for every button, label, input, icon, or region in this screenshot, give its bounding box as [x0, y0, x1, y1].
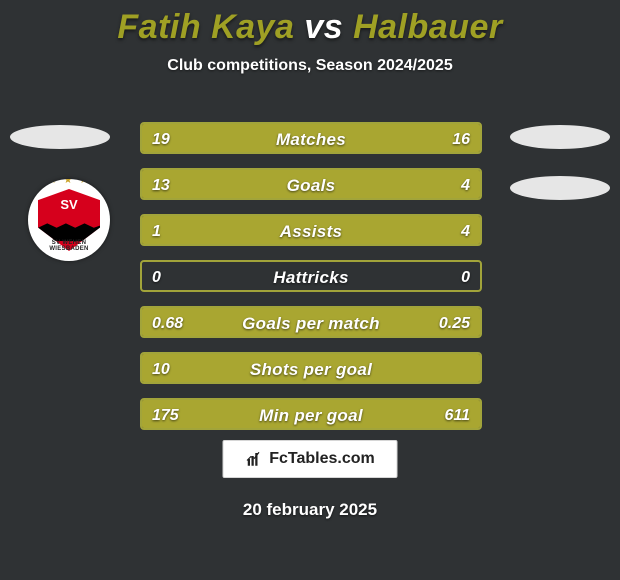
- stat-value-right: 4: [451, 216, 480, 246]
- stat-label: Assists: [142, 216, 480, 244]
- title-player2: Halbauer: [353, 8, 503, 46]
- stat-value-left: 13: [142, 170, 180, 200]
- title-player1: Fatih Kaya: [117, 8, 294, 46]
- brand-badge: FcTables.com: [223, 440, 398, 478]
- brand-text: FcTables.com: [269, 450, 375, 468]
- subtitle: Club competitions, Season 2024/2025: [0, 57, 620, 75]
- brand-chart-icon: [245, 450, 263, 468]
- stat-row: Hattricks0 0: [140, 260, 482, 292]
- stat-value-left: 1: [142, 216, 171, 246]
- player2-club-silhouette: [510, 176, 610, 200]
- crest-wave-icon: [38, 219, 100, 241]
- stat-row: Matches19 16: [140, 122, 482, 154]
- stat-row: Shots per goal10: [140, 352, 482, 384]
- stat-label: Shots per goal: [142, 354, 480, 382]
- stat-bars: Matches1916Goals134Assists14Hattricks00G…: [140, 122, 482, 444]
- stat-value-right: 0.25: [429, 308, 480, 338]
- player1-silhouette: [10, 125, 110, 149]
- stat-value-left: 19: [142, 124, 180, 154]
- stat-value-left: 10: [142, 354, 180, 384]
- title: Fatih Kaya vs Halbauer: [0, 0, 620, 47]
- stat-row: Goals13 4: [140, 168, 482, 200]
- stat-row: Assists1 4: [140, 214, 482, 246]
- comparison-card: Fatih Kaya vs Halbauer Club competitions…: [0, 0, 620, 580]
- crest-stars-icon: ★ ★ ★: [38, 179, 100, 186]
- stat-value-right: 0: [451, 262, 480, 292]
- date-text: 20 february 2025: [0, 500, 620, 520]
- stat-value-left: 175: [142, 400, 189, 430]
- stat-label: Goals: [142, 170, 480, 198]
- stat-row: Goals per match0.680.25: [140, 306, 482, 338]
- stat-value-left: 0: [142, 262, 171, 292]
- stat-label: Matches: [142, 124, 480, 152]
- stat-row: Min per goal175 611: [140, 398, 482, 430]
- title-vs: vs: [304, 8, 343, 46]
- crest-sv-text: SV: [38, 197, 100, 212]
- stat-label: Min per goal: [142, 400, 480, 428]
- stat-value-right: 611: [434, 400, 480, 430]
- stat-value-right: 4: [451, 170, 480, 200]
- crest-ring-text: SV WEHEN WIESBADEN: [38, 240, 100, 252]
- stat-label: Hattricks: [142, 262, 480, 290]
- player1-club-crest: ★ ★ ★ SV SV WEHEN WIESBADEN: [28, 179, 110, 261]
- player2-silhouette: [510, 125, 610, 149]
- stat-value-left: 0.68: [142, 308, 193, 338]
- stat-value-right: 16: [442, 124, 480, 154]
